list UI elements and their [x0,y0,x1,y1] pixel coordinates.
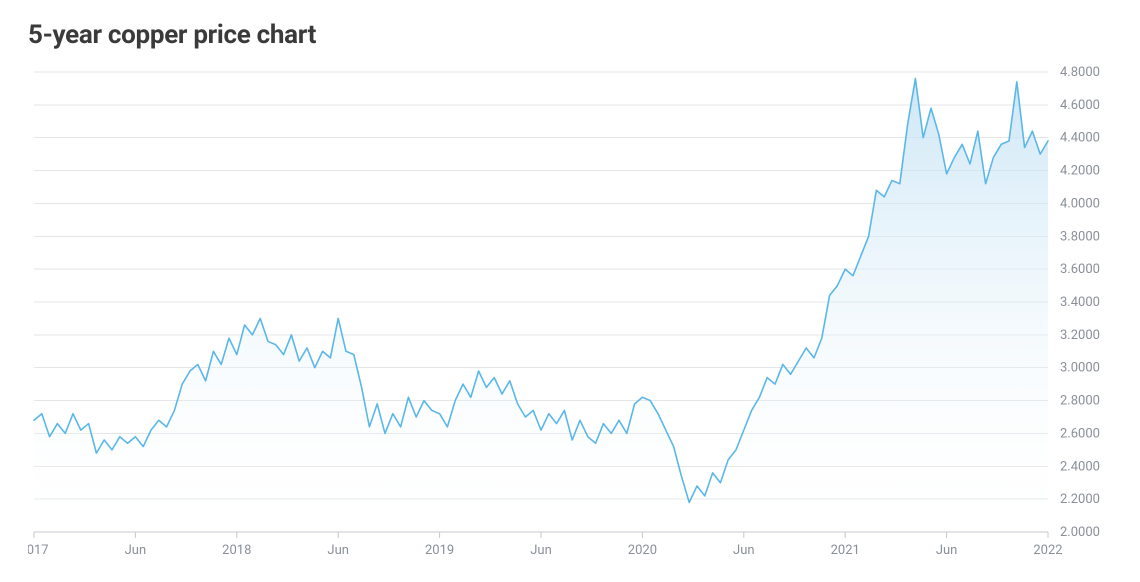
x-tick-label: 2022 [1033,543,1062,558]
y-tick-label: 3.8000 [1060,229,1100,244]
x-tick-label: 2018 [222,543,251,558]
y-tick-label: 2.6000 [1060,426,1100,441]
y-tick-label: 4.4000 [1060,131,1100,146]
x-tick-label: Jun [936,543,958,558]
x-tick-label: Jun [327,543,349,558]
chart-title: 5-year copper price chart [28,20,1120,50]
y-tick-label: 2.2000 [1060,492,1100,507]
x-tick-label: Jun [530,543,552,558]
x-tick-label: 2020 [628,543,657,558]
x-tick-label: 2019 [425,543,454,558]
price-chart: 2.0000 2.2000 2.4000 2.6000 2.8000 3.0000 3.20… [28,60,1120,572]
y-tick-label: 4.6000 [1060,98,1100,113]
y-tick-label: 2.8000 [1060,394,1100,409]
y-tick-label: 2.0000 [1060,525,1100,540]
y-tick-label: 4.2000 [1060,164,1100,179]
area-fill [34,79,1048,532]
y-tick-label: 4.0000 [1060,196,1100,211]
chart-container: 5-year copper price chart 2.00002.20002.… [0,0,1140,582]
x-tick-label: Jun [733,543,755,558]
x-tick-label: Jun [125,543,147,558]
y-tick-label: 2.4000 [1060,459,1100,474]
y-tick-label: 3.6000 [1060,262,1100,277]
chart-frame: 2.0000 2.2000 2.4000 2.6000 2.8000 3.0000 3.20… [28,60,1120,572]
y-tick-label: 3.2000 [1060,328,1100,343]
x-tick-label: 2021 [831,543,860,558]
y-tick-label: 4.8000 [1060,65,1100,80]
y-tick-label: 3.4000 [1060,295,1100,310]
y-tick-label: 3.0000 [1060,361,1100,376]
x-tick-label: 2017 [28,543,49,558]
